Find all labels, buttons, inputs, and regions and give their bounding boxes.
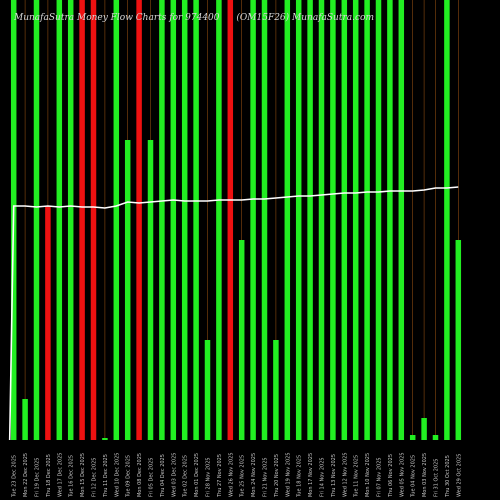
x-tick-label: Wed 29 Oct 2025: [456, 454, 462, 497]
bar-green: [444, 0, 450, 440]
bars-group: [10, 0, 462, 440]
x-tick-label: Mon 24 Nov 2025: [251, 453, 257, 497]
bar-green: [170, 0, 177, 440]
x-tick-label: Wed 12 Nov 2025: [342, 452, 348, 497]
bar-green: [181, 0, 188, 440]
x-tick-label: Thu 30 Oct 2025: [445, 455, 451, 498]
x-axis-labels: Tue 23 Dec 2025 Mon 22 Dec 2025 Fri 19 Dec…: [12, 452, 463, 498]
bar-green: [398, 0, 405, 440]
bar-green: [455, 240, 462, 440]
x-tick-label: Thu 18 Dec 2025: [46, 454, 52, 498]
x-tick-label: Thu 11 Dec 2025: [103, 454, 109, 498]
x-tick-label: Mon 22 Dec 2025: [23, 453, 29, 497]
x-tick-label: Mon 03 Nov 2025: [422, 453, 428, 497]
bar-green: [284, 0, 291, 440]
x-tick-label: Tue 25 Nov 2025: [240, 455, 246, 498]
x-tick-label: Thu 13 Nov 2025: [331, 454, 337, 498]
bar-red: [90, 0, 97, 440]
x-tick-label: Tue 23 Dec 2025: [12, 455, 18, 498]
bar-red: [136, 0, 142, 440]
x-tick-label: Wed 10 Dec 2025: [114, 453, 120, 497]
x-tick-label: Fri 31 Oct 2025: [434, 459, 440, 497]
bar-green: [341, 0, 348, 440]
x-tick-label: Mon 08 Dec 2025: [137, 453, 143, 497]
x-tick-label: Tue 02 Dec 2025: [183, 455, 189, 498]
bar-green: [238, 240, 245, 440]
bar-green: [375, 0, 382, 440]
bar-green: [102, 438, 108, 440]
x-tick-label: Wed 19 Nov 2025: [285, 452, 291, 497]
moving-average-line-group: [8, 186, 459, 441]
x-tick-label: Thu 06 Nov 2025: [388, 454, 394, 498]
bar-green: [318, 0, 325, 440]
bar-green: [295, 0, 302, 440]
bar-green: [124, 140, 131, 440]
bar-green: [273, 340, 279, 440]
x-tick-label: Mon 10 Nov 2025: [365, 453, 371, 497]
x-tick-label: Fri 12 Dec 2025: [92, 458, 98, 498]
bar-green: [159, 0, 165, 440]
bar-green: [432, 435, 439, 440]
x-tick-label: Wed 26 Nov 2025: [228, 452, 234, 497]
bar-green: [409, 435, 416, 440]
bar-green: [307, 0, 313, 440]
x-tick-label: Mon 15 Dec 2025: [80, 453, 86, 497]
x-tick-label: Fri 14 Nov 2025: [320, 457, 326, 497]
x-tick-label: Wed 05 Nov 2025: [399, 452, 405, 497]
bar-green: [193, 0, 199, 440]
x-tick-label: Fri 07 Nov 2025: [377, 457, 383, 497]
x-tick-label: Wed 17 Dec 2025: [57, 453, 63, 497]
x-tick-label: Thu 20 Nov 2025: [274, 454, 280, 498]
x-tick-label: Tue 09 Dec 2025: [126, 455, 132, 498]
bar-green: [352, 0, 359, 440]
bar-green: [113, 0, 120, 440]
x-tick-label: Thu 04 Dec 2025: [160, 454, 166, 498]
x-tick-label: Fri 28 Nov 2025: [206, 457, 212, 497]
x-tick-label: Mon 01 Dec 2025: [194, 453, 200, 497]
bar-red: [227, 0, 234, 440]
bar-green: [216, 0, 222, 440]
bar-green: [204, 340, 211, 440]
bar-green: [330, 0, 336, 440]
x-tick-label: Wed 03 Dec 2025: [171, 453, 177, 497]
bar-green: [67, 0, 74, 440]
bar-green: [147, 140, 154, 440]
x-tick-label: Tue 11 Nov 2025: [354, 455, 360, 498]
bar-green: [56, 0, 63, 440]
bar-green: [250, 0, 256, 440]
bar-green: [364, 0, 370, 440]
bar-green: [387, 0, 393, 440]
x-tick-label: Tue 04 Nov 2025: [411, 455, 417, 498]
bar-green: [261, 0, 268, 440]
bar-red: [45, 206, 51, 440]
x-tick-label: Mon 17 Nov 2025: [308, 453, 314, 497]
bar-red: [79, 0, 85, 440]
bar-green: [22, 399, 28, 440]
x-tick-label: Tue 18 Nov 2025: [297, 455, 303, 498]
bar-green: [33, 0, 40, 440]
x-tick-label: Thu 27 Nov 2025: [217, 454, 223, 498]
bar-green: [421, 418, 427, 440]
x-tick-label: Fri 21 Nov 2025: [263, 457, 269, 497]
x-tick-label: Fri 19 Dec 2025: [35, 458, 41, 498]
x-tick-label: Fri 05 Dec 2025: [149, 458, 155, 498]
x-tick-label: Tue 16 Dec 2025: [69, 455, 75, 498]
moving-average-line: [8, 186, 459, 441]
